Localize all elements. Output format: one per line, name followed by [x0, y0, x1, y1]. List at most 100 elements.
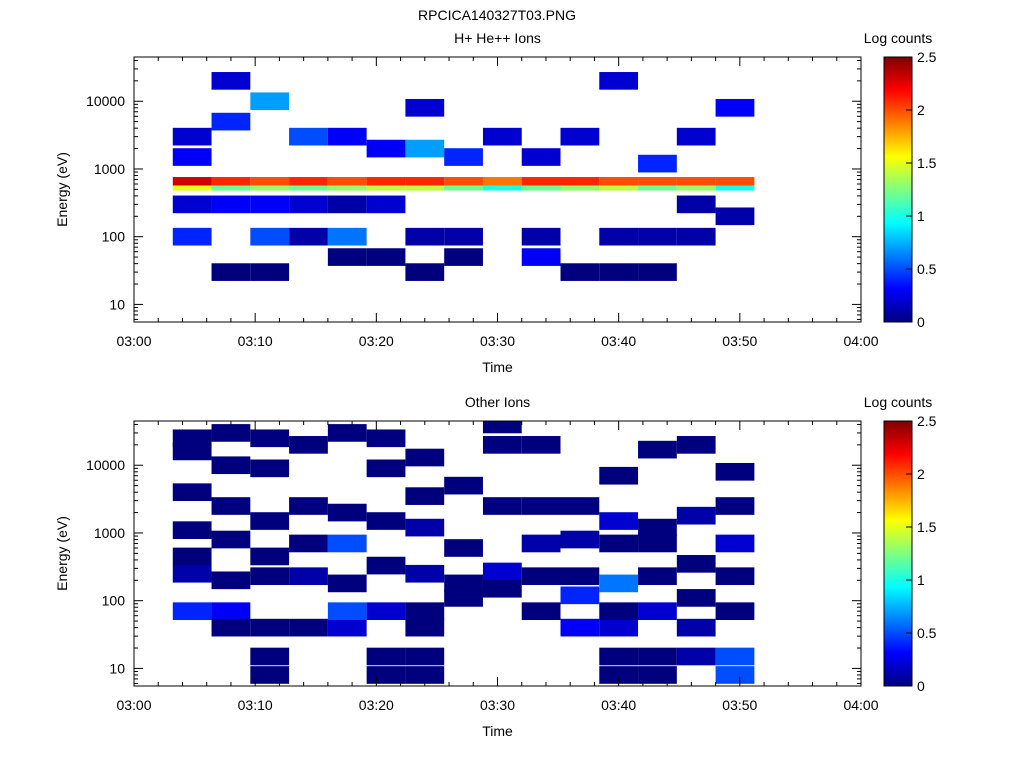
x-tick-label: 03:00: [116, 697, 151, 713]
heatmap-cell: [599, 466, 639, 485]
colorbar-gradient: [883, 56, 913, 323]
heatmap-cell: [211, 602, 251, 621]
heatmap-cell: [405, 666, 445, 684]
heatmap-cell: [366, 459, 406, 478]
heatmap-cell: [444, 248, 483, 266]
heatmap-band-cell: [289, 177, 328, 186]
heatmap-band-cell: [327, 177, 367, 186]
heatmap-cell: [482, 436, 522, 454]
heatmap-cell: [715, 567, 755, 586]
heatmap-cell: [521, 602, 561, 621]
y-tick-label: 1000: [94, 525, 125, 541]
heatmap-band-cell: [172, 177, 212, 186]
heatmap-cell: [250, 459, 290, 478]
heatmap-cell: [366, 602, 406, 621]
x-axis: 03:00 03:10 03:20 03:30 03:40 03:50 04:00: [116, 421, 879, 713]
heatmap-cell: [676, 555, 716, 573]
heatmap-cell: [599, 647, 639, 666]
heatmap-cell: [211, 72, 251, 90]
y-tick-label: 10000: [86, 93, 125, 109]
heatmap-cell: [172, 127, 212, 146]
heatmap-band-cell: [676, 177, 716, 186]
heatmap-cell: [599, 227, 639, 246]
heatmap-cell: [289, 436, 328, 454]
heatmap-cell: [250, 547, 290, 566]
heatmap-band-cell: [638, 185, 677, 191]
colorbar-tick-label: 0: [917, 314, 925, 330]
heatmap-cell: [638, 154, 677, 173]
heatmap-cell: [638, 227, 677, 246]
heatmap-cell: [405, 602, 445, 621]
heatmap-cell: [444, 574, 483, 593]
heatmap-cell: [211, 530, 251, 549]
heatmap-band-cell: [715, 177, 755, 186]
heatmap-cell: [211, 263, 251, 281]
colorbar-gradient: [883, 420, 913, 687]
x-tick-label: 03:20: [359, 333, 394, 349]
heatmap-cell: [289, 534, 328, 553]
x-tick-label: 03:30: [480, 697, 515, 713]
x-tick-label: 03:20: [359, 697, 394, 713]
heatmap-cell: [289, 497, 328, 515]
heatmap-cell: [444, 589, 483, 607]
panel-title: Other Ions: [465, 394, 530, 410]
heatmap-cell: [715, 207, 755, 226]
heatmap-cell: [715, 602, 755, 621]
heatmap-cell: [250, 263, 290, 281]
x-axis: 03:00 03:10 03:20 03:30 03:40 03:50 04:00: [116, 57, 879, 349]
heatmap-cell: [327, 602, 367, 621]
heatmap-cell: [172, 148, 212, 166]
heatmap-cell: [599, 534, 639, 553]
heatmap-band-cell: [444, 185, 483, 191]
heatmap-cell: [560, 586, 600, 605]
heatmap-cell: [715, 647, 755, 666]
colorbar-tick-label: 0: [917, 678, 925, 694]
heatmap-cell: [560, 263, 600, 281]
heatmap-cell: [638, 567, 677, 586]
heatmap-cell: [327, 248, 367, 266]
heatmap-cell: [289, 567, 328, 586]
heatmap-cell: [211, 618, 251, 637]
heatmap-cell: [172, 521, 212, 539]
heatmap-cell: [676, 127, 716, 146]
x-tick-label: 04:00: [843, 697, 878, 713]
x-axis-label: Time: [482, 723, 513, 739]
heatmap-cell: [405, 518, 445, 537]
heatmap-cell: [599, 72, 639, 90]
heatmap-band-cell: [599, 177, 639, 186]
x-tick-label: 03:00: [116, 333, 151, 349]
heatmap-band-cell: [405, 185, 445, 191]
x-tick-label: 03:50: [722, 697, 757, 713]
heatmap-band-cell: [482, 185, 522, 191]
y-axis-label: Energy (eV): [54, 516, 70, 591]
heatmap-cell: [289, 195, 328, 214]
colorbar-tick-label: 0.5: [917, 625, 937, 641]
heatmap-cell: [289, 618, 328, 637]
colorbar-tick-label: 1: [917, 208, 925, 224]
heatmap-cell: [715, 98, 755, 117]
heatmap-cell: [521, 248, 561, 266]
heatmap-band-cell: [715, 185, 755, 191]
heatmap-cell: [560, 127, 600, 146]
colorbar-tick-label: 0.5: [917, 261, 937, 277]
heatmap-band-cell: [211, 177, 251, 186]
heatmap-cell: [444, 227, 483, 246]
heatmap-band: [172, 177, 755, 186]
heatmap-cell: [482, 497, 522, 515]
x-tick-label: 03:50: [722, 333, 757, 349]
heatmap-cell: [405, 139, 445, 158]
heatmap-cell: [638, 666, 677, 684]
x-axis-label: Time: [482, 359, 513, 375]
heatmap-cell: [482, 579, 522, 598]
heatmap-cell: [560, 497, 600, 515]
heatmap-band-cell: [250, 177, 290, 186]
y-axis-label: Energy (eV): [54, 152, 70, 227]
heatmap-cell: [366, 429, 406, 448]
heatmap-cell: [405, 227, 445, 246]
heatmap-cell: [521, 148, 561, 166]
heatmap-band: [172, 185, 755, 191]
heatmap-cell: [599, 263, 639, 281]
x-tick-label: 04:00: [843, 333, 878, 349]
heatmap-cell: [715, 462, 755, 481]
